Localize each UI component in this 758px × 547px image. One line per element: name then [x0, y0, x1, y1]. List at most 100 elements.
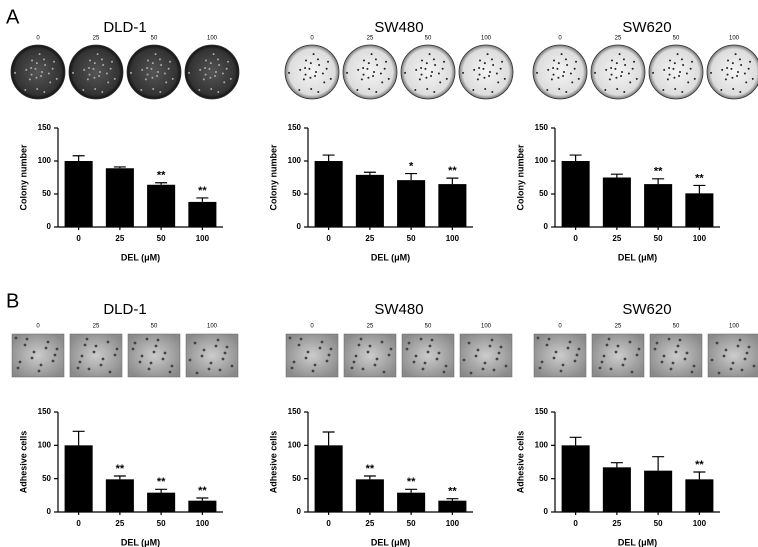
colony [362, 73, 365, 76]
colony [51, 67, 54, 70]
cell [547, 337, 551, 341]
colony [288, 71, 291, 74]
colony [558, 87, 561, 90]
error-bar [569, 154, 582, 161]
cell [637, 347, 641, 351]
micrograph [127, 333, 181, 378]
cell [540, 360, 544, 364]
cell [492, 368, 496, 372]
colony [441, 67, 444, 70]
cell [145, 337, 149, 341]
cell [230, 364, 234, 368]
colony [443, 60, 446, 63]
colony [497, 81, 500, 84]
colony [676, 53, 679, 56]
bar [147, 184, 176, 227]
cell [715, 341, 719, 345]
cell [628, 340, 632, 344]
cell [575, 353, 579, 357]
dish [126, 44, 182, 100]
colony [726, 73, 729, 76]
cell [554, 350, 558, 354]
cell [616, 344, 620, 348]
colony [53, 60, 56, 63]
colony [482, 67, 485, 70]
significance: ** [157, 476, 166, 488]
y-axis-label: Adhesive cells [268, 431, 278, 494]
colony [738, 58, 741, 61]
y-tick-label: 150 [288, 407, 302, 416]
bar [561, 161, 590, 227]
colony [610, 73, 613, 76]
image-label: 50 [151, 324, 158, 330]
x-axis-label: DEL (μM) [618, 537, 657, 547]
colony [47, 72, 50, 75]
cell [752, 364, 756, 368]
colony [329, 77, 332, 80]
significance: * [409, 160, 414, 172]
colony [751, 77, 754, 80]
colony [629, 81, 632, 84]
x-tick-label: 0 [326, 234, 331, 243]
colony [560, 53, 563, 56]
chart-title: SW480 [374, 19, 423, 36]
colony [577, 77, 580, 80]
colony [171, 77, 174, 80]
colony [673, 62, 676, 65]
colony [478, 73, 481, 76]
cell [685, 351, 689, 355]
x-tick-label: 50 [654, 519, 663, 528]
colony [72, 71, 75, 74]
colony [486, 53, 489, 56]
micrograph [459, 333, 513, 378]
bar [438, 184, 467, 227]
y-tick-label: 0 [544, 222, 549, 231]
error-bar [113, 475, 126, 480]
significance: ** [654, 166, 663, 178]
cell [683, 357, 687, 361]
cell [156, 338, 160, 342]
colony [24, 88, 27, 91]
colony [308, 67, 311, 70]
colony [198, 88, 201, 91]
cell [722, 354, 726, 358]
micrograph [707, 333, 758, 378]
x-axis-label: DEL (μM) [121, 252, 160, 262]
image-label: 100 [207, 324, 218, 330]
micrograph [649, 333, 703, 378]
cell [488, 344, 492, 348]
cell [101, 357, 105, 361]
y-tick-label: 100 [38, 440, 52, 449]
colony [679, 71, 681, 73]
colony [732, 87, 735, 90]
colony [622, 58, 625, 61]
y-tick-label: 150 [38, 123, 52, 132]
y-axis-label: Adhesive cells [515, 431, 525, 494]
colony [573, 67, 576, 70]
image-label: 50 [673, 36, 680, 42]
colony [309, 76, 312, 79]
colony [40, 74, 43, 77]
x-tick-label: 50 [407, 519, 416, 528]
colony [214, 74, 217, 77]
cell [690, 370, 694, 374]
colony [83, 68, 86, 71]
error-bar [196, 197, 209, 202]
colony [31, 59, 34, 62]
cell [14, 336, 18, 340]
colony [635, 77, 638, 80]
colony [140, 88, 143, 91]
colony [737, 71, 739, 73]
colony [557, 62, 560, 65]
colony [674, 87, 677, 90]
cell [375, 357, 379, 361]
cell [660, 360, 664, 364]
cell [327, 353, 331, 357]
colony [217, 91, 220, 94]
cell [223, 351, 227, 355]
colony [218, 63, 221, 66]
bar [188, 201, 217, 227]
colony [616, 87, 619, 90]
cell [94, 344, 98, 348]
colony [111, 60, 114, 63]
